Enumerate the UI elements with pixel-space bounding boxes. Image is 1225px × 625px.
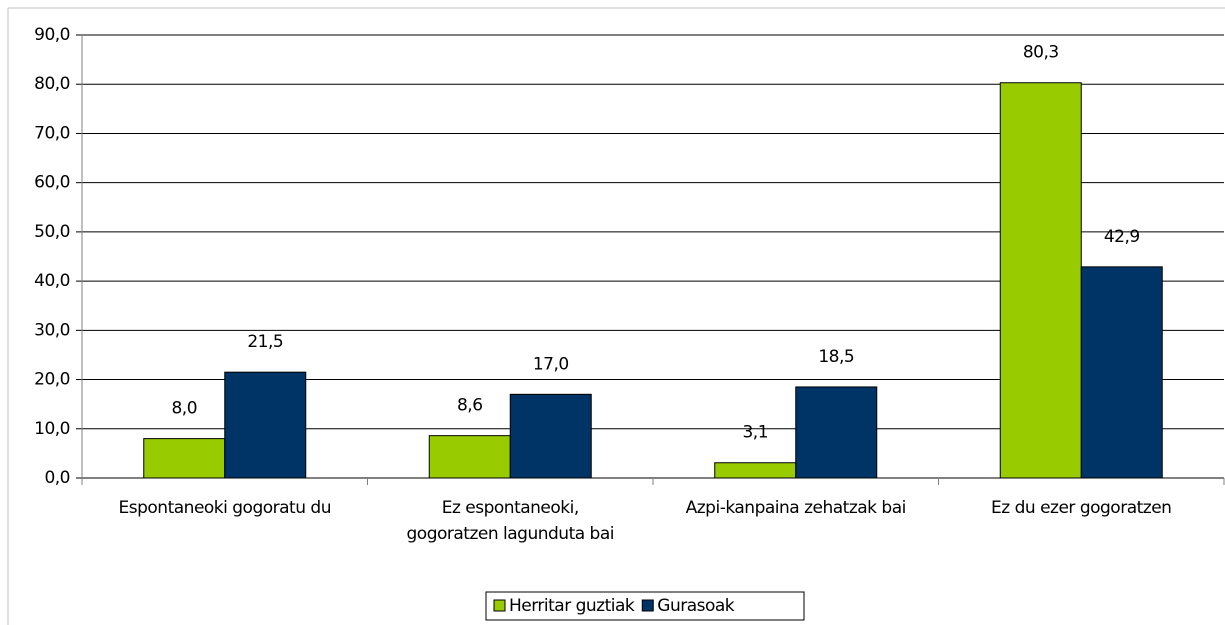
y-tick-label: 40,0 (34, 271, 70, 291)
bar (428, 435, 511, 479)
data-label: 21,5 (247, 332, 283, 352)
y-tick-label: 50,0 (34, 222, 70, 242)
x-tick-label: Ez espontaneoki, gogoratzen lagunduta bai (407, 498, 614, 544)
y-tick-label: 80,0 (34, 74, 70, 94)
bar (999, 82, 1082, 479)
y-tick-label: 30,0 (34, 320, 70, 340)
bar (224, 371, 307, 479)
legend-label: Gurasoak (657, 596, 735, 616)
data-label: 18,5 (818, 347, 854, 367)
bar (1080, 266, 1163, 479)
legend-swatch (641, 599, 654, 612)
legend-swatch (493, 599, 506, 612)
y-tick-label: 10,0 (34, 419, 70, 439)
y-tick-label: 20,0 (34, 370, 70, 390)
data-label: 80,3 (1023, 43, 1059, 63)
legend-box (485, 591, 805, 621)
y-tick-label: 90,0 (34, 25, 70, 45)
bar (143, 438, 226, 479)
data-label: 17,0 (533, 354, 569, 374)
x-tick-label: Azpi-kanpaina zehatzak bai (686, 498, 906, 518)
bar (509, 393, 592, 479)
bar (795, 386, 878, 479)
y-tick-label: 0,0 (44, 468, 70, 488)
data-label: 8,0 (171, 399, 197, 419)
legend-label: Herritar guztiak (509, 596, 635, 616)
y-tick-label: 70,0 (34, 123, 70, 143)
x-tick-label: Espontaneoki gogoratu du (119, 498, 331, 518)
data-label: 42,9 (1104, 227, 1140, 247)
y-tick-label: 60,0 (34, 173, 70, 193)
data-label: 3,1 (742, 423, 768, 443)
bar (714, 462, 797, 479)
x-tick-label: Ez du ezer gogoratzen (991, 498, 1171, 518)
data-label: 8,6 (457, 396, 483, 416)
